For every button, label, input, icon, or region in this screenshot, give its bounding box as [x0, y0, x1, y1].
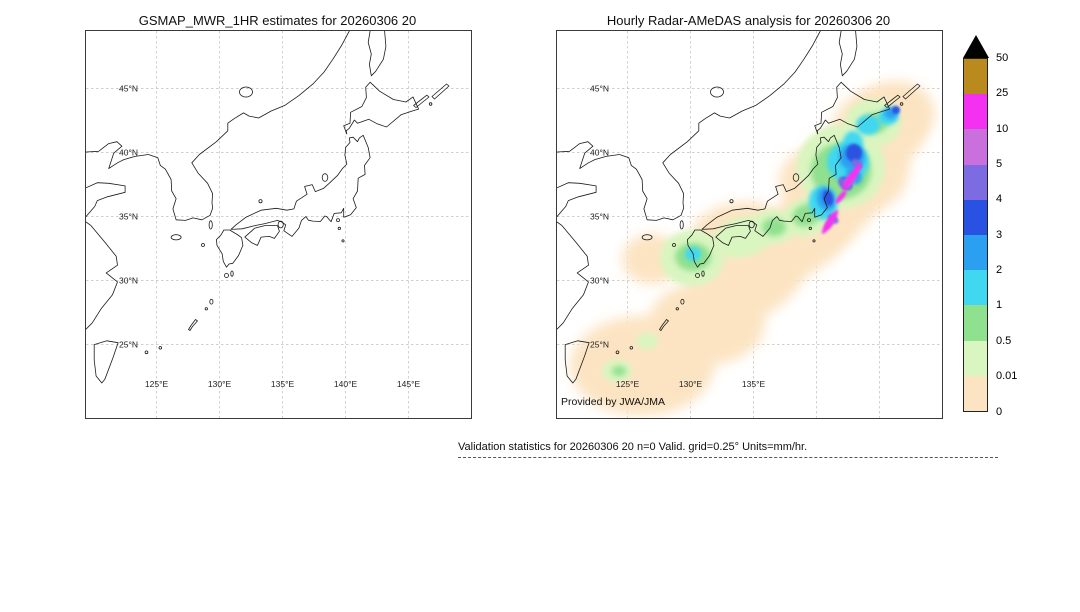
colorbar-tick-label: 0.01 — [996, 370, 1018, 383]
colorbar-tick-label: 5 — [996, 158, 1003, 171]
colorbar: 50 25 10 5 4 3 2 1 0.5 0.01 0 — [963, 35, 1033, 418]
precip-cell — [821, 210, 839, 234]
colorbar-segment — [964, 129, 987, 165]
radar-amedas-map-panel: 125°E 130°E 135°E 45°N 40°N 35°N 30°N 25°N — [556, 30, 943, 419]
provider-credit: Provided by JWA/JMA — [561, 396, 666, 408]
lon-tick-label: 125°E — [616, 379, 640, 389]
lat-tick-label: 35°N — [119, 212, 138, 222]
validation-caption: Validation statistics for 20260306 20 n=… — [458, 441, 998, 458]
colorbar-tick-label: 1 — [996, 299, 1003, 312]
colorbar-segment — [964, 199, 987, 235]
lat-tick-label: 45°N — [119, 84, 138, 94]
lon-tick-label: 130°E — [208, 379, 232, 389]
lat-tick-label: 35°N — [590, 212, 609, 222]
colorbar-overflow-arrow-icon — [963, 35, 989, 58]
lat-tick-label: 40°N — [119, 148, 138, 158]
colorbar-segment — [964, 340, 987, 376]
precip-cell — [892, 106, 900, 114]
lon-tick-label: 130°E — [679, 379, 703, 389]
colorbar-tick-label: 25 — [996, 87, 1009, 100]
lat-tick-label: 40°N — [590, 148, 609, 158]
tick-labels: 125°E 130°E 135°E 45°N 40°N 35°N 30°N 25°N — [590, 84, 766, 389]
colorbar-segment — [964, 234, 987, 271]
colorbar-segment — [964, 375, 987, 411]
colorbar-tick-label: 50 — [996, 52, 1009, 64]
precip-layer — [570, 81, 935, 416]
lon-tick-label: 145°E — [397, 379, 421, 389]
lon-tick-label: 140°E — [334, 379, 358, 389]
right-panel-title: Hourly Radar-AMeDAS analysis for 2026030… — [606, 13, 891, 28]
gsmap-map-panel: 125°E 130°E 135°E 140°E 145°E 45°N 40°N 35°N 30°… — [85, 30, 472, 419]
lat-tick-label: 30°N — [590, 276, 609, 286]
colorbar-tick-label: 10 — [996, 122, 1009, 135]
colorbar-segment — [964, 94, 987, 130]
colorbar-tick-label: 2 — [996, 264, 1003, 277]
lon-tick-label: 125°E — [145, 379, 169, 389]
precip-cell — [762, 218, 786, 236]
lat-tick-label: 25°N — [590, 340, 609, 350]
lat-tick-label: 25°N — [119, 340, 138, 350]
colorbar-segment — [964, 59, 987, 95]
lon-tick-label: 135°E — [271, 379, 295, 389]
colorbar-segment — [964, 164, 987, 200]
left-panel-title: GSMAP_MWR_1HR estimates for 20260306 20 — [138, 13, 417, 28]
precip-cell — [835, 190, 847, 204]
colorbar-segment — [964, 305, 987, 341]
precip-cell — [856, 115, 880, 135]
precip-cell — [842, 163, 862, 191]
precip-cell — [846, 144, 862, 162]
colorbar-scale — [963, 58, 988, 412]
colorbar-tick-label: 4 — [996, 193, 1003, 206]
lon-tick-label: 135°E — [742, 379, 766, 389]
precip-cell — [636, 333, 658, 349]
coastline-layer — [86, 31, 450, 384]
colorbar-segment — [964, 270, 987, 306]
tick-labels: 125°E 130°E 135°E 140°E 145°E 45°N 40°N 35°N 30°… — [119, 84, 421, 389]
colorbar-tick-label: 3 — [996, 228, 1003, 241]
colorbar-tick-label: 0.5 — [996, 334, 1012, 347]
gridlines — [86, 31, 471, 418]
lat-tick-label: 30°N — [119, 276, 138, 286]
colorbar-tick-label: 0 — [996, 405, 1003, 418]
precip-cell — [612, 366, 626, 376]
lat-tick-label: 45°N — [590, 84, 609, 94]
